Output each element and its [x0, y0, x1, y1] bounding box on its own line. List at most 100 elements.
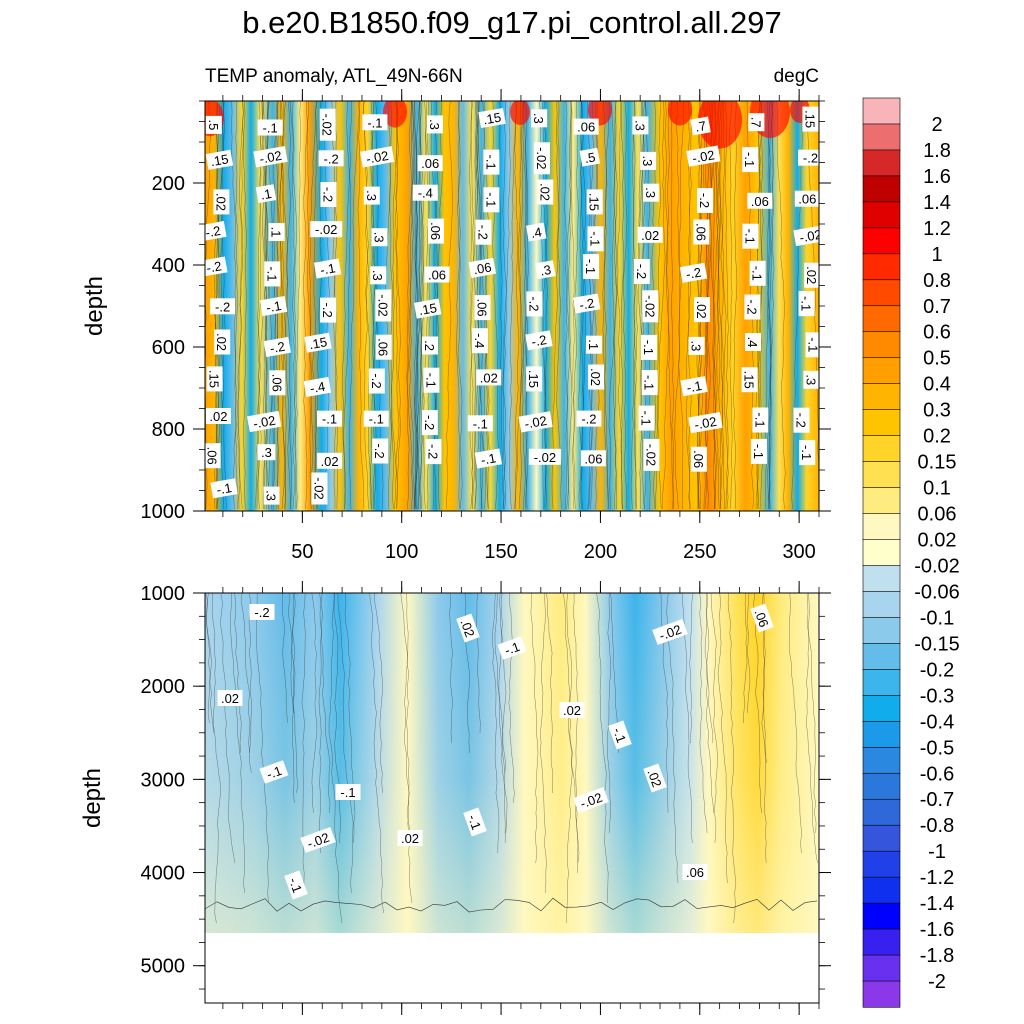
upper-contour-label-text: .06 [798, 192, 816, 207]
lower-contour-label-box [284, 870, 308, 900]
lower-contour-line [562, 593, 573, 924]
colorbar-swatch [862, 772, 901, 800]
colorbar-swatch [862, 201, 901, 229]
upper-contour-line [241, 101, 247, 510]
colorbar-label: 0.8 [923, 270, 951, 292]
colorbar-swatch [862, 487, 901, 515]
lower-contour-line [206, 593, 214, 734]
upper-contour-label-text: -.1 [750, 266, 765, 281]
upper-contour-label-text: -.1 [588, 231, 603, 246]
upper-contour-label: .02 [205, 408, 231, 424]
upper-contour-line [613, 101, 618, 510]
upper-contour-label-box [318, 150, 344, 167]
x-tick-label: 300 [782, 541, 815, 563]
upper-contour-label: -.02 [643, 438, 660, 471]
lower-contour-line [572, 593, 579, 874]
upper-contour-label: .3 [643, 183, 660, 202]
upper-contour-label-text: .02 [480, 370, 498, 385]
colorbar-swatch [862, 305, 901, 333]
upper-contour-label-box [693, 219, 710, 245]
lower-contour-line [530, 593, 539, 864]
lower-contour-line [596, 593, 609, 904]
upper-contour-label: -.02 [528, 448, 561, 465]
upper-warm-patch [668, 101, 692, 126]
upper-contour-line [632, 101, 638, 510]
upper-contour-label-box [428, 218, 444, 244]
upper-contour-label-box [802, 106, 819, 132]
upper-contour-label-text: .3 [364, 190, 379, 201]
upper-contour-label-box [690, 116, 711, 136]
y-tick-label: 5000 [141, 956, 186, 978]
lower-contour-line [498, 593, 505, 774]
upper-contour-label-text: .02 [321, 454, 339, 469]
upper-contour-label-box [750, 438, 767, 464]
upper-contour-line [729, 101, 733, 510]
upper-contour-label-text: -.1 [806, 337, 821, 352]
lower-contour-label: -.1 [497, 636, 527, 660]
lower-contour-label: .06 [750, 603, 774, 633]
upper-contour-label-text: .06 [205, 447, 220, 465]
upper-contour-label-box [375, 289, 392, 322]
upper-contour-line [295, 101, 301, 510]
upper-contour-label-text: .5 [206, 119, 221, 130]
upper-contour-label-text: .7 [748, 117, 763, 128]
lower-contour-line [539, 593, 547, 894]
upper-contour-line [237, 101, 244, 510]
lower-contour-label-box [397, 830, 423, 846]
upper-contour-label-box [688, 336, 705, 355]
lower-x-axis [222, 581, 820, 1015]
upper-contour-label-box [311, 472, 328, 505]
upper-contour-label: -.4 [303, 376, 332, 397]
lower-contour-line [281, 593, 288, 724]
upper-contour-label: .15 [414, 298, 442, 319]
y-tick-label: 4000 [141, 863, 186, 885]
colorbar-label: 0.5 [923, 348, 951, 370]
upper-contour-label-box [263, 336, 291, 357]
colorbar-swatch [862, 824, 901, 852]
upper-contour-label: -.1 [483, 187, 500, 213]
upper-contour-label-box [793, 407, 810, 433]
upper-contour-label-text: .3 [531, 113, 546, 124]
x-tick-label: 100 [385, 541, 418, 563]
upper-contour-label: -.02 [310, 221, 343, 238]
upper-contour-label-box [319, 108, 336, 141]
upper-contour-label-box [804, 262, 819, 288]
upper-contour-label-text: .06 [691, 450, 706, 468]
lower-contour-label-box [652, 619, 688, 645]
upper-contour-label-box [210, 478, 238, 499]
upper-contour-label-box [535, 260, 556, 280]
lower-contour-line [290, 593, 295, 804]
upper-contour-label-text: .3 [803, 374, 818, 385]
upper-contour-label-box [686, 145, 721, 167]
upper-contour-label: .7 [690, 116, 711, 136]
upper-contour-label-text: .15 [418, 300, 438, 318]
y-tick-label: 800 [152, 419, 185, 441]
lower-contour-line [328, 593, 343, 924]
colorbar-swatch [862, 279, 901, 307]
upper-contour-line [768, 101, 774, 510]
lower-contour-label-text: .02 [457, 617, 477, 639]
upper-contour-label-text: -.1 [641, 340, 656, 355]
colorbar-label: -0.5 [920, 737, 954, 759]
colorbar-label: 0.4 [923, 374, 951, 396]
upper-contour-label-text: .06 [472, 259, 492, 277]
upper-contour-label-box [745, 333, 761, 351]
upper-contour-label-box [263, 486, 280, 505]
upper-contour-label-text: -.2 [634, 264, 649, 279]
upper-contour-label-text: -.2 [204, 223, 222, 240]
upper-contour-label-text: -.2 [320, 187, 335, 202]
upper-contour-label: -.1 [474, 448, 502, 469]
upper-contour-label: -.1 [362, 114, 388, 131]
upper-field [205, 101, 819, 511]
upper-contour-label-box [268, 223, 285, 241]
colorbar-swatch [862, 565, 901, 593]
upper-contour-label-text: .06 [475, 299, 490, 317]
lower-contour-label-text: .02 [401, 831, 419, 846]
colorbar-swatch [862, 695, 901, 722]
colorbar-label: -0.3 [920, 685, 954, 707]
lower-contour-line [372, 593, 383, 794]
upper-contour-label: .02 [537, 179, 554, 205]
subtitle-right: degC [774, 66, 819, 87]
upper-contour-label-box [474, 448, 502, 469]
upper-contour-label-box [632, 116, 649, 135]
